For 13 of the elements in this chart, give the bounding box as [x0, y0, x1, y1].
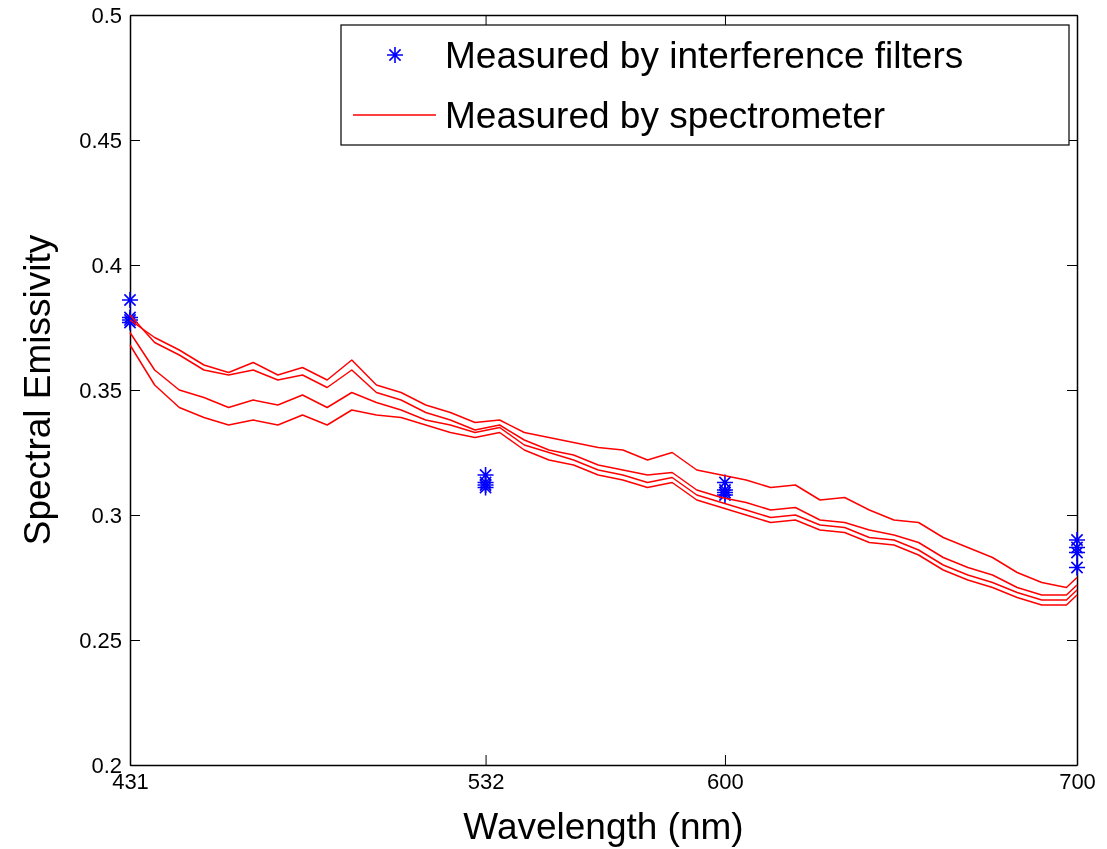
x-tick-label: 700 — [1059, 768, 1096, 794]
y-tick-label: 0.25 — [79, 627, 122, 653]
legend-label: Measured by spectrometer — [445, 95, 886, 136]
y-tick-label: 0.4 — [91, 252, 122, 278]
x-tick-label: 600 — [707, 768, 744, 794]
x-axis-title: Wavelength (nm) — [463, 806, 744, 847]
y-tick-label: 0.3 — [91, 502, 122, 528]
y-axis-title: Spectral Emissivity — [17, 234, 58, 546]
y-tick-label: 0.5 — [91, 2, 122, 28]
y-tick-label: 0.45 — [79, 127, 122, 153]
legend-label: Measured by interference filters — [445, 35, 964, 76]
y-tick-label: 0.35 — [79, 377, 122, 403]
x-tick-label: 532 — [467, 768, 505, 794]
